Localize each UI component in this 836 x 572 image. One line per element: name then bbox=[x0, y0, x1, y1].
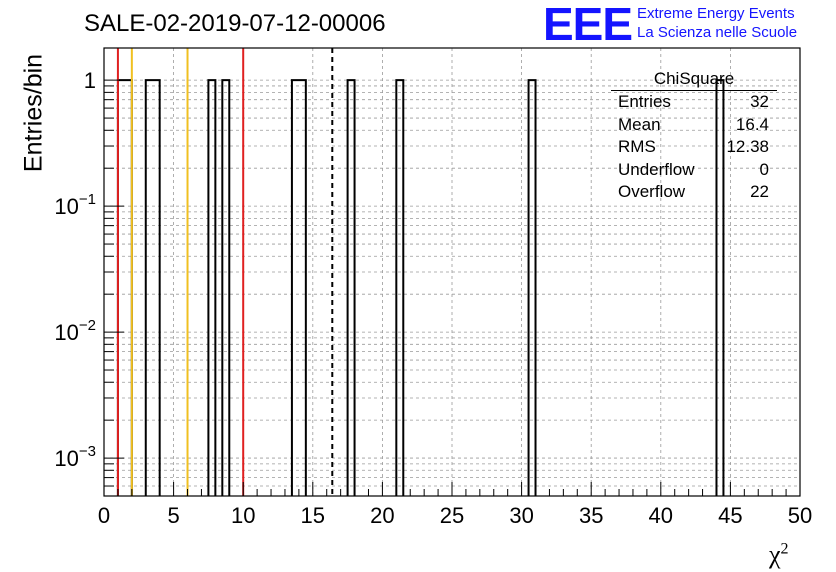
x-tick-label: 45 bbox=[718, 503, 742, 528]
y-tick-label: 1 bbox=[84, 68, 96, 93]
y-tick-base: 10 bbox=[54, 320, 78, 345]
stat-row-overflow: Overflow 22 bbox=[611, 181, 777, 204]
stats-title: ChiSquare bbox=[611, 68, 777, 91]
y-tick-exponent: −1 bbox=[79, 191, 96, 208]
x-tick-label: 10 bbox=[231, 503, 255, 528]
y-axis-label: Entries/bin bbox=[19, 53, 48, 173]
x-tick-label: 30 bbox=[509, 503, 533, 528]
y-tick-label: 10−1 bbox=[54, 191, 96, 219]
x-tick-label: 35 bbox=[579, 503, 603, 528]
axis-ticks bbox=[103, 79, 801, 497]
y-tick-exponent: −3 bbox=[79, 443, 96, 460]
stat-label: Mean bbox=[618, 114, 661, 134]
x-tick-label: 40 bbox=[649, 503, 673, 528]
stat-label: Entries bbox=[618, 92, 671, 111]
histogram-bar bbox=[221, 79, 231, 496]
stat-row-underflow: Underflow 0 bbox=[611, 159, 777, 182]
histogram-bar bbox=[207, 79, 217, 496]
stat-value: 0 bbox=[759, 159, 769, 179]
stat-row-mean: Mean 16.4 bbox=[611, 114, 777, 137]
x-tick-label: 25 bbox=[440, 503, 464, 528]
histogram-bar bbox=[144, 79, 161, 496]
histogram-bars bbox=[116, 79, 725, 496]
stat-row-entries: Entries 32 bbox=[611, 91, 777, 114]
chart-title: SALE-02-2019-07-12-00006 bbox=[84, 10, 386, 37]
x-tick-label: 5 bbox=[167, 503, 179, 528]
y-tick-base: 10 bbox=[54, 194, 78, 219]
logo-line-1: Extreme Energy Events bbox=[637, 5, 795, 22]
x-tick-label: 50 bbox=[788, 503, 812, 528]
histogram-bar bbox=[290, 79, 307, 496]
x-tick-label: 20 bbox=[370, 503, 394, 528]
x-axis-label-exponent: 2 bbox=[780, 540, 789, 558]
x-axis-label-base: χ bbox=[769, 540, 781, 569]
histogram-bar bbox=[715, 79, 725, 496]
reference-lines bbox=[116, 48, 334, 496]
stat-label: RMS bbox=[618, 137, 656, 156]
stat-label: Underflow bbox=[618, 159, 695, 179]
histogram-bar bbox=[395, 79, 405, 496]
stat-row-rms: RMS 12.38 bbox=[611, 136, 777, 159]
y-tick-exponent: −2 bbox=[79, 317, 96, 334]
stat-value: 12.38 bbox=[726, 137, 769, 156]
y-tick-label: 10−3 bbox=[54, 443, 96, 471]
x-tick-label: 15 bbox=[301, 503, 325, 528]
histogram-bar bbox=[527, 79, 537, 496]
logo-line-2: La Scienza nelle Scuole bbox=[637, 24, 798, 41]
histogram-bar bbox=[346, 79, 356, 496]
stats-box: ChiSquare Entries 32 Mean 16.4 RMS 12.38 Un… bbox=[611, 68, 777, 204]
stat-value: 22 bbox=[750, 182, 769, 201]
x-tick-label: 0 bbox=[98, 503, 110, 528]
y-tick-label: 10−2 bbox=[54, 317, 96, 345]
stat-value: 32 bbox=[750, 92, 769, 111]
histogram-bar bbox=[116, 79, 133, 496]
x-axis-label: χ2 bbox=[769, 540, 789, 570]
stat-label: Overflow bbox=[618, 182, 686, 201]
eee-logo-mark: EEE bbox=[543, 0, 633, 50]
stat-value: 16.4 bbox=[735, 114, 769, 134]
grid-lines bbox=[104, 48, 800, 497]
y-tick-base: 10 bbox=[54, 446, 78, 471]
